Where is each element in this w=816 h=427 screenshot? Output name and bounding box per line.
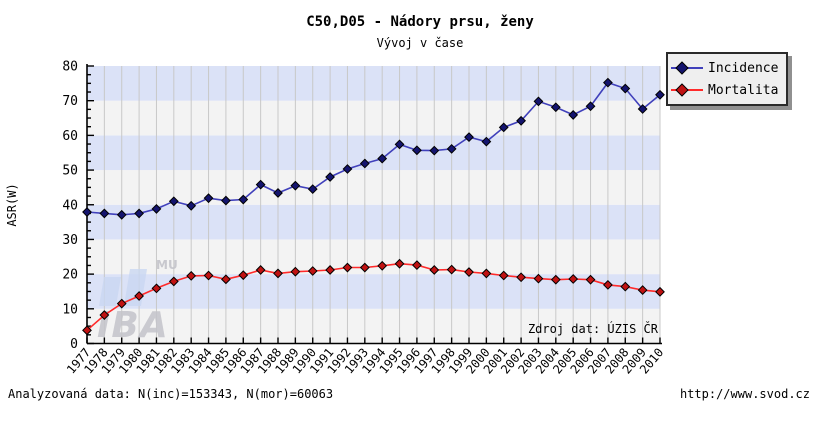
- x-axis-ticks: 1977197819791980198119821983198419851986…: [64, 337, 666, 377]
- analyzed-data-note: Analyzovaná data: N(inc)=153343, N(mor)=…: [8, 387, 334, 401]
- legend-item-incidence: Incidence: [670, 57, 782, 79]
- chart-title: C50,D05 - Nádory prsu, ženy: [306, 14, 534, 30]
- iba-watermark-text: IBA: [97, 305, 169, 346]
- y-axis-label: ASR(W): [5, 183, 19, 226]
- legend-item-mortalita: Mortalita: [670, 79, 782, 101]
- svg-text:20: 20: [62, 268, 78, 283]
- svg-text:60: 60: [62, 129, 78, 144]
- plot-bands: [87, 66, 660, 344]
- legend-box: Incidence Mortalita: [666, 52, 788, 106]
- data-source-note: Zdroj dat: ÚZIS ČR: [527, 322, 658, 336]
- svg-text:0: 0: [70, 337, 78, 352]
- chart-subtitle: Vývoj v čase: [376, 36, 464, 50]
- series-incidence: [82, 77, 665, 220]
- svg-text:80: 80: [62, 60, 78, 75]
- series-mortalita: [82, 258, 665, 336]
- incidence-diamond-icon: [671, 61, 703, 75]
- legend-label-incidence: Incidence: [708, 60, 779, 76]
- svg-text:30: 30: [62, 233, 78, 248]
- mu-watermark-text: MU: [156, 258, 178, 272]
- legend-label-mortalita: Mortalita: [708, 82, 779, 98]
- svg-text:40: 40: [62, 198, 78, 213]
- y-axis-ticks: 0 10 20 30 40 50 60 70 80 ASR(W): [5, 60, 94, 352]
- plot-axes: [86, 64, 662, 345]
- mortalita-diamond-icon: [671, 83, 703, 97]
- svg-text:50: 50: [62, 164, 78, 179]
- website-url: http://www.svod.cz: [679, 387, 810, 401]
- svg-text:70: 70: [62, 94, 78, 109]
- plot-gridlines: [86, 66, 661, 344]
- svg-text:10: 10: [62, 302, 78, 317]
